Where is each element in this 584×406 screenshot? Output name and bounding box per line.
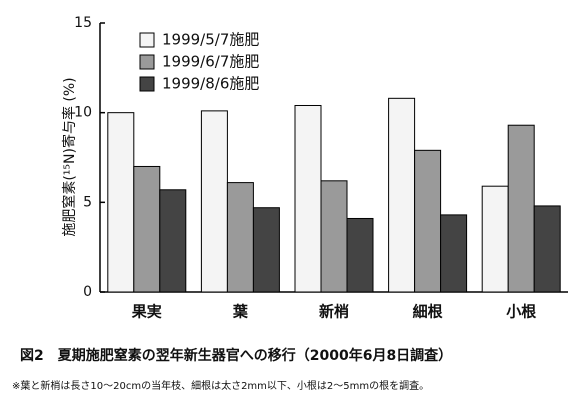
bar — [533, 205, 561, 293]
x-tick-label: 葉 — [232, 303, 249, 321]
bar — [294, 104, 322, 293]
bar — [320, 180, 348, 293]
x-tick-label: 新梢 — [319, 303, 349, 321]
bar — [440, 214, 468, 293]
bar — [507, 124, 535, 293]
bar — [414, 149, 442, 293]
y-axis-label: 施肥窒素(¹⁵N)寄与率 (%) — [61, 77, 78, 236]
legend-swatch — [139, 32, 155, 48]
legend-swatch — [139, 54, 155, 70]
x-tick-label: 小根 — [506, 303, 536, 321]
bar — [107, 112, 135, 293]
caption: 図2 夏期施肥窒素の翌年新生器官への移行（2000年6月8日調査） — [20, 347, 452, 364]
bar — [252, 207, 280, 293]
bar — [159, 189, 187, 293]
bar — [226, 182, 254, 293]
bar — [346, 217, 374, 293]
legend-label: 1999/8/6施肥 — [162, 75, 259, 93]
y-tick-label: 10 — [74, 105, 92, 121]
legend-label: 1999/5/7施肥 — [162, 31, 259, 49]
legend-swatch — [139, 76, 155, 92]
y-tick-label: 0 — [83, 284, 92, 300]
x-tick-label: 細根 — [413, 303, 443, 321]
bar — [200, 110, 228, 293]
y-tick-label: 15 — [74, 15, 92, 31]
bar — [388, 97, 416, 293]
bar — [133, 165, 161, 293]
y-tick-label: 5 — [83, 194, 92, 210]
bar — [481, 185, 509, 293]
footnote: ※葉と新梢は長さ10～20cmの当年枝、細根は太さ2mm以下、小根は2～5mmの… — [12, 379, 429, 392]
x-tick-label: 果実 — [131, 303, 162, 321]
legend-label: 1999/6/7施肥 — [162, 53, 259, 71]
